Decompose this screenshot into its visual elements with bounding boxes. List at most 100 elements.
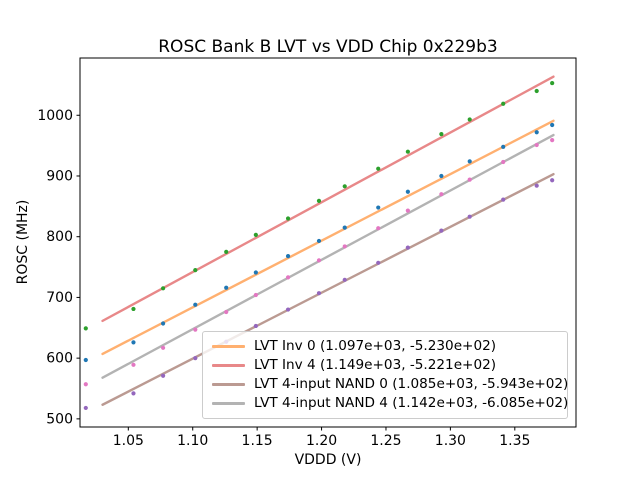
y-tick-label: 600 xyxy=(46,351,73,367)
data-point xyxy=(534,130,539,135)
data-point xyxy=(501,144,506,149)
x-tick-label: 1.05 xyxy=(113,433,144,449)
data-point xyxy=(501,197,506,202)
data-point xyxy=(501,101,506,106)
chart-title: ROSC Bank B LVT vs VDD Chip 0x229b3 xyxy=(158,37,498,57)
x-axis-ticks: 1.05 1.10 1.15 1.20 1.25 1.30 1.35 xyxy=(113,427,530,449)
data-point xyxy=(467,177,472,182)
data-point xyxy=(376,205,381,210)
data-point xyxy=(376,226,381,231)
data-point xyxy=(285,307,291,312)
data-point xyxy=(83,357,88,363)
data-point xyxy=(439,192,444,197)
data-point xyxy=(550,138,555,143)
data-point xyxy=(224,249,229,254)
x-tick-label: 1.15 xyxy=(242,433,273,449)
data-point xyxy=(439,173,444,179)
legend-label: LVT 4-input NAND 0 (1.085e+03, -5.943e+0… xyxy=(254,376,569,392)
data-point xyxy=(285,254,291,259)
data-point xyxy=(405,208,410,213)
data-point xyxy=(160,286,166,291)
data-point xyxy=(439,131,444,137)
data-point xyxy=(253,292,258,298)
fit-line xyxy=(101,172,555,406)
legend-label: LVT Inv 0 (1.097e+03, -5.230e+02) xyxy=(254,338,497,354)
legend-line-swatch xyxy=(212,345,245,348)
y-tick-label: 700 xyxy=(46,290,73,306)
data-point xyxy=(160,321,166,326)
data-point xyxy=(439,228,444,233)
data-point xyxy=(534,183,539,188)
data-point xyxy=(131,391,136,396)
x-tick-label: 1.20 xyxy=(306,433,337,449)
data-point xyxy=(193,356,198,361)
y-axis-ticks: 500 600 700 800 900 1000 xyxy=(37,108,80,427)
data-point xyxy=(83,382,88,387)
legend-line-swatch xyxy=(212,402,245,405)
data-point xyxy=(193,267,198,273)
data-point xyxy=(160,345,166,350)
legend-label: LVT Inv 4 (1.149e+03, -5.221e+02) xyxy=(254,357,497,373)
data-point xyxy=(285,216,291,221)
legend-entry: LVT 4-input NAND 0 (1.085e+03, -5.943e+0… xyxy=(203,375,569,394)
x-axis-label: VDDD (V) xyxy=(294,452,362,468)
x-tick-label: 1.35 xyxy=(499,433,530,449)
data-point xyxy=(285,275,291,280)
data-point xyxy=(467,214,472,219)
data-point xyxy=(316,258,322,263)
data-point xyxy=(550,80,555,86)
data-point xyxy=(131,340,136,345)
axes-frame xyxy=(79,57,577,428)
x-tick-label: 1.25 xyxy=(370,433,401,449)
data-point xyxy=(376,166,381,171)
y-axis-label: ROSC (MHz) xyxy=(15,199,31,285)
data-point xyxy=(467,117,472,122)
data-point xyxy=(224,309,229,315)
y-tick-label: 500 xyxy=(46,411,73,427)
data-point xyxy=(224,285,229,290)
data-point xyxy=(193,302,198,307)
legend-entry: LVT Inv 4 (1.149e+03, -5.221e+02) xyxy=(203,356,567,375)
fit-line xyxy=(101,133,555,379)
legend-line-swatch xyxy=(212,383,245,386)
data-point xyxy=(405,149,410,154)
data-point xyxy=(550,178,555,183)
data-point xyxy=(193,327,198,332)
data-point xyxy=(342,225,347,230)
data-point xyxy=(405,189,410,194)
data-point xyxy=(501,159,506,165)
data-point xyxy=(253,270,258,275)
y-tick-label: 900 xyxy=(46,168,73,184)
legend-label: LVT 4-input NAND 4 (1.142e+03, -6.085e+0… xyxy=(254,395,569,411)
data-point xyxy=(534,142,539,148)
data-point xyxy=(316,238,322,244)
data-point xyxy=(342,277,347,282)
fit-lines xyxy=(101,75,555,406)
data-point xyxy=(316,198,322,203)
fit-line xyxy=(101,75,555,323)
x-tick-label: 1.30 xyxy=(435,433,466,449)
fit-line xyxy=(101,119,555,356)
x-tick-label: 1.10 xyxy=(177,433,208,449)
data-point xyxy=(342,184,347,189)
data-point xyxy=(534,88,539,94)
legend-entry: LVT 4-input NAND 4 (1.142e+03, -6.085e+0… xyxy=(203,394,569,413)
data-point xyxy=(376,260,381,265)
data-point xyxy=(405,245,410,250)
data-point xyxy=(253,323,258,329)
data-point xyxy=(253,232,258,237)
data-point xyxy=(131,306,136,312)
legend-line-swatch xyxy=(212,364,245,367)
scatter-points xyxy=(83,80,555,411)
data-point xyxy=(342,244,347,249)
data-point xyxy=(550,122,555,128)
legend: LVT Inv 0 (1.097e+03, -5.230e+02) LVT Inv… xyxy=(202,331,568,419)
data-point xyxy=(83,326,88,331)
data-point xyxy=(131,362,136,367)
data-point xyxy=(316,291,322,296)
data-point xyxy=(160,373,166,378)
data-point xyxy=(467,159,472,164)
data-point xyxy=(83,405,88,411)
